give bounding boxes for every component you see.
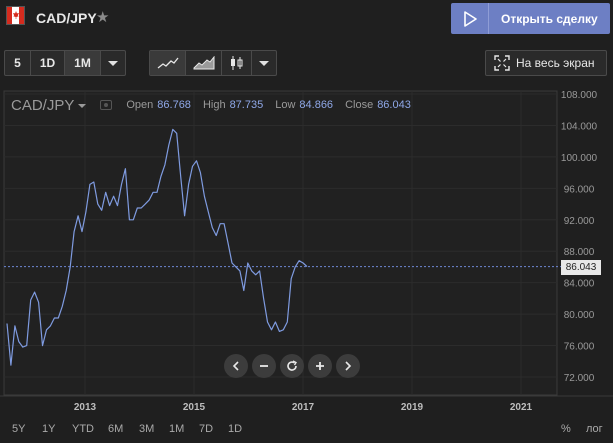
zoom-out-button[interactable]: [252, 354, 276, 378]
chart-type-selector: [149, 50, 277, 76]
range-1d-button[interactable]: 1D: [228, 423, 243, 435]
y-tick-label: 84.000: [564, 279, 595, 290]
percent-toggle[interactable]: %: [561, 423, 571, 435]
range-1y-button[interactable]: 1Y: [42, 423, 56, 435]
range-ytd-button[interactable]: YTD: [72, 423, 94, 435]
chart-controls: [224, 354, 364, 378]
y-tick-label: 72.000: [564, 373, 595, 384]
x-tick-label: 2021: [510, 402, 533, 413]
zoom-in-button[interactable]: [308, 354, 332, 378]
refresh-icon: [287, 360, 297, 371]
plus-icon: [316, 362, 324, 370]
chart-canvas: 108.000 104.000 100.000 96.000 92.000 88.000 8…: [0, 90, 613, 413]
x-tick-label: 2015: [183, 402, 206, 413]
scroll-left-button[interactable]: [224, 354, 248, 378]
symbol-title: CAD/JPY: [36, 10, 97, 26]
range-3m-button[interactable]: 3M: [139, 423, 155, 435]
y-tick-label: 96.000: [564, 184, 595, 195]
y-tick-label: 108.000: [561, 90, 598, 101]
y-tick-label: 76.000: [564, 342, 595, 353]
chevron-left-icon: [232, 361, 239, 371]
plot-area: [3, 90, 558, 396]
chevron-right-icon: [345, 361, 352, 371]
price-series-line: [6, 128, 308, 366]
fullscreen-button[interactable]: На весь экран: [485, 50, 607, 76]
interval-5-button[interactable]: 5: [5, 51, 31, 75]
range-1m-button[interactable]: 1M: [169, 423, 185, 435]
open-label: Open: [126, 99, 154, 111]
visibility-icon[interactable]: [100, 100, 113, 110]
high-label: High: [202, 99, 226, 111]
chevron-down-icon[interactable]: [78, 104, 87, 108]
y-tick-label: 104.000: [561, 121, 598, 132]
high-value: 87.735: [229, 99, 264, 111]
canada-flag-icon: [6, 6, 25, 25]
reset-button[interactable]: [280, 354, 304, 378]
x-tick-label: 2019: [401, 402, 424, 413]
current-price-label: 86.043: [561, 260, 601, 275]
range-6m-button[interactable]: 6M: [108, 423, 124, 435]
price-chart[interactable]: 108.000 104.000 100.000 96.000 92.000 88.000 8…: [0, 87, 613, 417]
range-5y-button[interactable]: 5Y: [12, 423, 26, 435]
area-chart-icon: [193, 56, 214, 70]
minus-icon: [260, 365, 268, 367]
x-tick-label: 2017: [292, 402, 315, 413]
legend-pair[interactable]: CAD/JPY: [11, 96, 75, 114]
star-icon[interactable]: ★: [96, 9, 110, 26]
chart-header: CAD/JPY ★ Открыть сделку: [0, 0, 613, 40]
open-trade-button[interactable]: Открыть сделку: [451, 3, 610, 34]
log-toggle[interactable]: лог: [586, 423, 603, 435]
range-7d-button[interactable]: 7D: [199, 423, 214, 435]
line-chart-icon: [157, 57, 179, 69]
y-tick-label: 92.000: [564, 216, 595, 227]
candlestick-button[interactable]: [222, 51, 252, 75]
line-chart-button[interactable]: [150, 51, 186, 75]
open-trade-label: Открыть сделку: [501, 11, 598, 26]
scroll-right-button[interactable]: [336, 354, 360, 378]
chart-type-dropdown-button[interactable]: [252, 51, 276, 75]
y-tick-label: 100.000: [561, 153, 598, 164]
chevron-down-icon: [108, 60, 118, 66]
range-bar: 5Y 1Y YTD 6M 3M 1M 7D 1D % лог: [0, 417, 613, 443]
interval-dropdown-button[interactable]: [101, 51, 125, 75]
close-label: Close: [345, 99, 374, 111]
play-icon: [451, 3, 489, 34]
interval-1d-button[interactable]: 1D: [31, 51, 65, 75]
area-chart-button[interactable]: [186, 51, 222, 75]
y-tick-label: 88.000: [564, 247, 595, 258]
chevron-down-icon: [259, 60, 269, 66]
fullscreen-icon: [494, 55, 510, 71]
low-label: Low: [275, 99, 296, 111]
interval-selector: 5 1D 1M: [4, 50, 126, 76]
y-tick-label: 80.000: [564, 310, 595, 321]
close-value: 86.043: [377, 99, 411, 111]
fullscreen-label: На весь экран: [516, 56, 595, 70]
open-value: 86.768: [157, 99, 191, 111]
interval-1m-button[interactable]: 1M: [65, 51, 101, 75]
low-value: 84.866: [299, 99, 334, 111]
chart-legend: CAD/JPY Open 86.768 High 87.735 Low 84.8…: [11, 96, 411, 114]
candlestick-icon: [230, 56, 242, 70]
x-tick-label: 2013: [74, 402, 97, 413]
